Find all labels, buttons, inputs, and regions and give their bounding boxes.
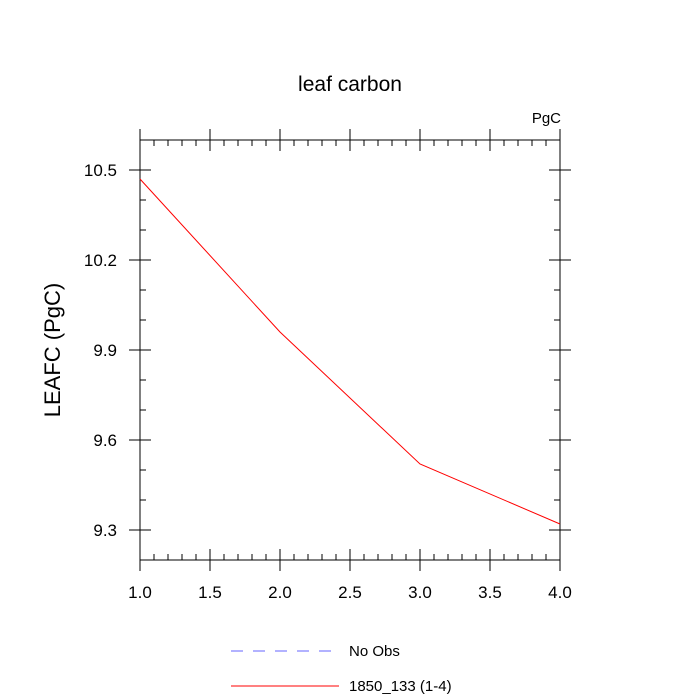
axis-ticks (129, 129, 571, 571)
legend-label: 1850_133 (1-4) (349, 678, 452, 695)
series-group (139, 178, 561, 525)
x-tick-label: 2.5 (338, 583, 362, 602)
x-tick-label: 1.0 (128, 583, 152, 602)
y-axis-label: LEAFC (PgC) (40, 283, 65, 417)
y-tick-label: 10.2 (84, 251, 117, 270)
series-line (139, 178, 561, 525)
x-tick-label: 1.5 (198, 583, 222, 602)
x-tick-label: 2.0 (268, 583, 292, 602)
legend: No Obs 1850_133 (1-4) (231, 643, 452, 695)
x-tick-label: 3.5 (478, 583, 502, 602)
units-label: PgC (532, 110, 561, 127)
y-tick-label: 9.9 (93, 341, 117, 360)
y-tick-label: 9.6 (93, 431, 117, 450)
legend-label: No Obs (349, 643, 400, 660)
axis-tick-labels: 1.0 1.5 2.0 2.5 3.0 3.5 4.0 9.3 9.6 9.9 10.2 10.5 (84, 161, 572, 602)
y-tick-label: 9.3 (93, 521, 117, 540)
chart-title: leaf carbon (298, 73, 402, 96)
x-tick-label: 3.0 (408, 583, 432, 602)
x-tick-label: 4.0 (548, 583, 572, 602)
y-tick-label: 10.5 (84, 161, 117, 180)
